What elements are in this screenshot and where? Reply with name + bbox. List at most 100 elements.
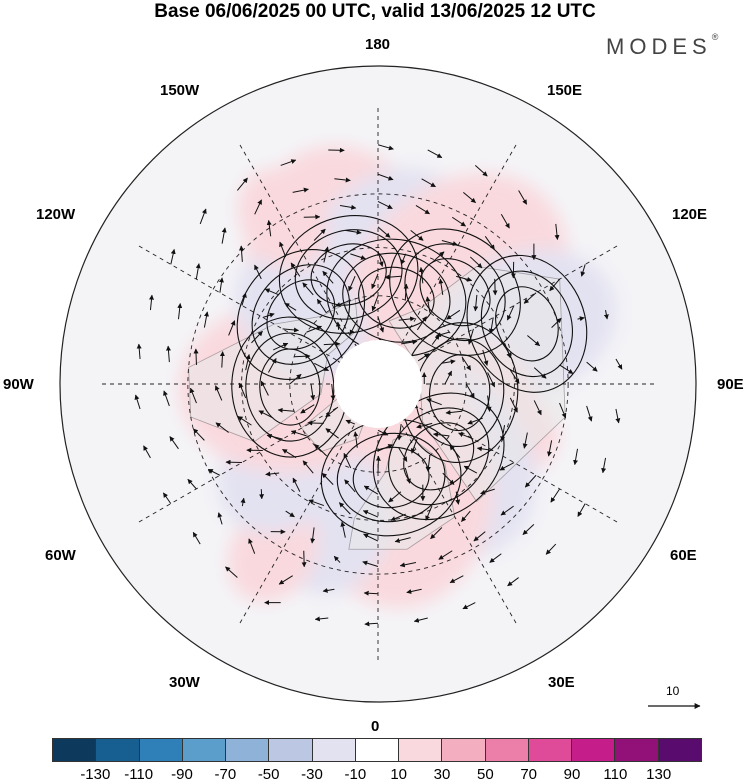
wind-arrow <box>225 566 238 578</box>
wind-arrow <box>377 316 385 333</box>
label-30w: 30W <box>169 674 200 691</box>
wind-arrow <box>203 311 209 328</box>
wind-arrow <box>489 553 502 563</box>
wind-arrow <box>488 317 494 334</box>
label-60w: 60W <box>45 547 76 564</box>
contour-ring <box>310 243 387 306</box>
wind-arrow <box>371 273 379 290</box>
wind-arrow <box>573 448 579 466</box>
wind-arrow <box>262 312 275 318</box>
wind-arrow <box>390 513 406 521</box>
colorbar-swatch <box>528 739 573 761</box>
contour-ring <box>429 354 491 432</box>
colorbar <box>52 738 702 762</box>
wind-arrow <box>492 278 498 296</box>
colorbar-tick-label: -50 <box>257 766 280 783</box>
wind-arrow <box>340 521 346 538</box>
wind-arrow <box>401 339 418 345</box>
wind-arrow <box>487 372 496 388</box>
wind-arrow <box>506 305 515 321</box>
wind-arrow <box>189 387 197 404</box>
wind-arrow <box>236 177 248 191</box>
wind-arrow <box>248 538 256 554</box>
wind-arrow <box>400 253 407 265</box>
wind-arrow <box>353 431 359 448</box>
colorbar-swatch <box>485 739 529 761</box>
wind-arrow <box>480 488 495 495</box>
wind-arrow <box>350 253 367 260</box>
wind-arrow <box>218 277 224 293</box>
wind-arrow <box>425 505 433 521</box>
wind-arrow <box>285 510 295 518</box>
wind-arrow <box>314 444 327 456</box>
colorbar-swatch <box>96 739 140 761</box>
wind-arrow <box>260 380 269 396</box>
wind-arrow <box>343 452 352 469</box>
label-150w: 150W <box>160 82 200 99</box>
wind-arrow <box>282 327 300 333</box>
wind-arrow <box>551 317 562 328</box>
wind-arrow <box>476 446 494 452</box>
map-border <box>59 65 697 703</box>
wind-arrow <box>322 270 334 284</box>
label-150e: 150E <box>547 82 583 99</box>
wind-arrow <box>371 295 379 312</box>
wind-arrow <box>473 294 479 312</box>
wind-arrow <box>266 433 283 440</box>
wind-arrow <box>416 316 427 331</box>
colorbar-swatch <box>139 739 183 761</box>
wind-arrow <box>377 226 391 238</box>
wind-arrow <box>463 465 478 474</box>
wind-arrow <box>427 149 443 159</box>
wind-arrow <box>163 390 170 407</box>
wind-arrow <box>549 278 561 292</box>
wind-arrow <box>533 367 547 379</box>
label-0: 0 <box>371 718 380 735</box>
wind-arrow <box>482 349 489 366</box>
wind-arrow <box>456 275 473 282</box>
wind-arrow <box>195 263 201 280</box>
wind-arrow <box>278 575 293 585</box>
wind-arrow <box>221 227 227 244</box>
wind-arrow <box>363 590 379 596</box>
label-30e: 30E <box>548 674 575 691</box>
wind-arrow <box>277 407 295 413</box>
wind-arrow <box>348 276 356 292</box>
contour-ring <box>419 258 491 327</box>
wind-arrow <box>603 309 609 320</box>
meridian-line <box>377 383 618 523</box>
latitude-circle <box>187 193 569 575</box>
wind-arrow <box>406 588 422 594</box>
wind-arrow <box>313 228 326 241</box>
wind-arrow <box>377 444 394 452</box>
meridian-line <box>377 245 618 385</box>
wind-arrow <box>601 457 607 474</box>
wind-arrow <box>426 398 442 406</box>
wind-arrow <box>577 316 585 322</box>
wind-arrow <box>345 419 356 425</box>
wind-arrow <box>500 425 506 442</box>
wind-arrow <box>438 550 453 560</box>
colorbar-swatch <box>615 739 659 761</box>
wind-arrow <box>394 537 411 543</box>
wind-arrow <box>522 432 528 449</box>
wind-arrow <box>463 191 476 204</box>
wind-arrow <box>310 527 316 544</box>
wind-arrow <box>290 262 301 277</box>
colorbar-tick-label: 30 <box>433 766 451 783</box>
wind-arrow <box>187 478 197 490</box>
wind-arrow <box>323 246 330 263</box>
wind-arrow <box>321 472 334 486</box>
colorbar-tick-label: 70 <box>520 766 537 783</box>
wind-arrow <box>136 343 142 360</box>
label-60e: 60E <box>670 547 697 564</box>
wind-arrow <box>418 266 424 284</box>
wind-arrow <box>388 491 402 503</box>
contour-ring <box>388 407 490 506</box>
wind-arrow <box>499 462 515 471</box>
wind-arrow <box>509 397 518 413</box>
wind-arrow <box>403 283 409 301</box>
wind-arrow <box>300 404 315 414</box>
wind-arrow <box>267 358 277 373</box>
colorbar-swatch <box>399 739 443 761</box>
